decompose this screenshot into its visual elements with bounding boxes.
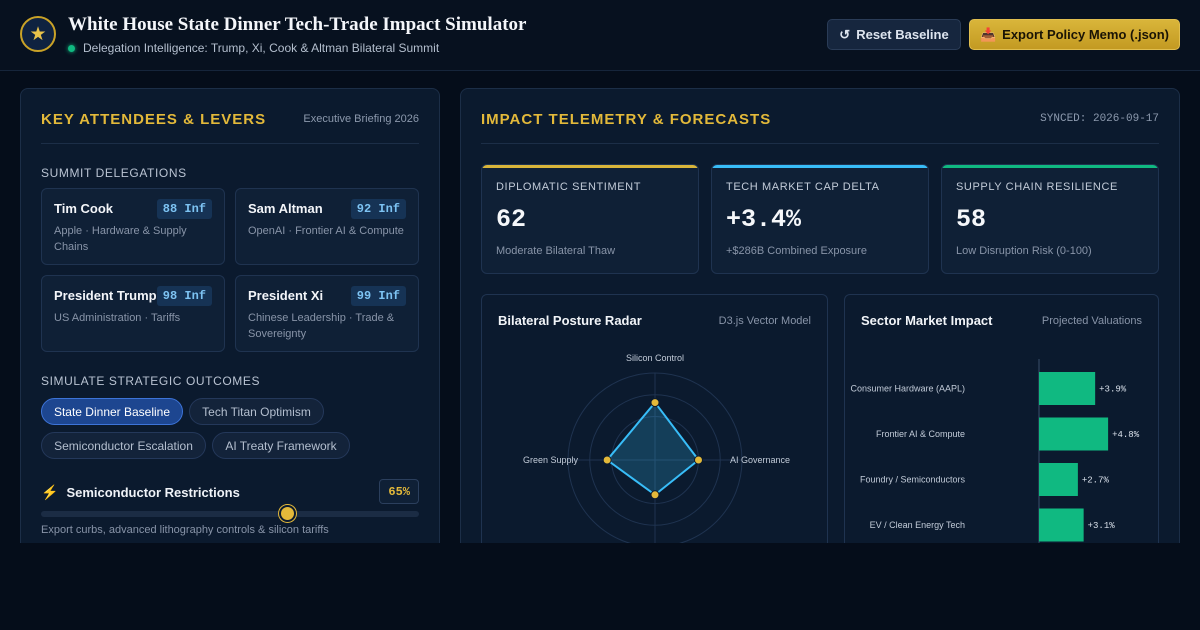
radar-data-point[interactable] [602,455,612,465]
kpi-subtext: Low Disruption Risk (0-100) [956,245,1092,257]
bar-value-label: +2.7% [1082,476,1110,486]
bar-chart-title: Sector Market Impact [861,313,993,328]
sector-bar[interactable] [1039,372,1096,405]
delegate-description: US Administration · Tariffs [54,312,181,324]
delegate-name: President Xi [248,288,324,303]
influence-badge: 88 Inf [156,199,212,219]
radar-data-point[interactable] [650,490,660,500]
live-status-dot [68,44,75,52]
reset-baseline-button[interactable]: ↺ Reset Baseline [827,19,961,50]
radar-chart-title: Bilateral Posture Radar [498,313,642,328]
sync-timestamp: SYNCED: 2026-09-17 [1040,113,1159,125]
slider-thumb[interactable] [278,505,296,522]
subtitle-row: Delegation Intelligence: Trump, Xi, Cook… [68,41,439,55]
bar-value-label: +3.1% [1088,521,1116,531]
panel-divider [481,143,1159,144]
sector-bar-chart: Consumer Hardware (AAPL) +3.9% Frontier AI… [850,359,1140,563]
delegate-name: Sam Altman [248,201,323,216]
radar-axis-label: Green Supply [523,455,579,465]
slider-value-readout: 65% [379,479,419,504]
radar-chart: Silicon Control AI Governance Green Supply [523,353,790,548]
export-memo-button[interactable]: 📥 Export Policy Memo (.json) [969,19,1180,50]
semiconductor-restrictions-slider[interactable] [41,505,419,522]
inbox-tray-icon: 📥 [979,26,997,42]
radar-data-point[interactable] [650,398,660,408]
delegate-description: Apple · Hardware & Supply Chains [54,225,187,253]
delegate-card-president-trump[interactable]: President Trump 98 Inf US Administration… [41,275,225,352]
sector-bar[interactable] [1039,508,1084,542]
reset-baseline-label: Reset Baseline [856,27,949,42]
kpi-value: 62 [496,205,527,234]
bar-chart-meta: Projected Valuations [1041,315,1142,327]
kpi-label: SUPPLY CHAIN RESILIENCE [956,181,1118,193]
bar-value-label: +4.8% [1112,430,1140,440]
sector-bar[interactable] [1039,417,1109,451]
kpi-card-supply-chain-resilience: SUPPLY CHAIN RESILIENCE 58 Low Disruptio… [941,164,1159,274]
kpi-card-tech-market-cap: TECH MARKET CAP DELTA +3.4% +$286B Combi… [711,164,929,274]
radar-axis-label: AI Governance [730,455,790,465]
kpi-value: 58 [956,205,987,234]
influence-badge: 92 Inf [350,199,406,219]
attendees-panel-title: KEY ATTENDEES & LEVERS [41,111,267,128]
kpi-subtext: +$286B Combined Exposure [726,245,867,257]
telemetry-panel-title: IMPACT TELEMETRY & FORECASTS [481,111,772,128]
radar-chart-meta: D3.js Vector Model [718,315,811,327]
delegate-description: Chinese Leadership · Trade & Sovereignty [248,312,395,340]
reset-icon: ↺ [839,26,851,42]
kpi-label: TECH MARKET CAP DELTA [726,181,880,193]
telemetry-panel: IMPACT TELEMETRY & FORECASTS SYNCED: 202… [460,88,1180,564]
lightning-bolt-icon: ⚡ [41,484,59,500]
bar-category-label: Foundry / Semiconductors [860,475,966,485]
radar-axis-label: Silicon Control [626,353,684,363]
slider-heading: ⚡ Semiconductor Restrictions [41,484,240,501]
radar-series-area [605,400,700,497]
radar-data-point[interactable] [694,455,703,465]
slider-description: Export curbs, advanced lithography contr… [41,524,329,536]
kpi-accent-bar [482,165,698,168]
bar-category-label: EV / Clean Energy Tech [870,520,965,530]
delegate-name: President Trump [54,288,157,303]
radar-chart-card: Silicon Control AI Governance Green Supply… [481,294,828,564]
sector-bar[interactable] [1039,463,1078,496]
scenario-semiconductor-escalation[interactable]: Semiconductor Escalation [41,432,206,459]
bar-category-label: Frontier AI & Compute [876,429,965,439]
page-title: White House State Dinner Tech-Trade Impa… [68,14,527,35]
sector-bar-chart-card: Consumer Hardware (AAPL) +3.9% Frontier AI… [844,294,1159,564]
kpi-label: DIPLOMATIC SENTIMENT [496,181,642,193]
kpi-subtext: Moderate Bilateral Thaw [496,245,616,257]
briefing-label: Executive Briefing 2026 [303,113,419,125]
panel-divider [41,143,419,144]
delegate-card-tim-cook[interactable]: Tim Cook 88 Inf Apple · Hardware & Suppl… [41,188,225,265]
influence-badge: 98 Inf [156,286,212,306]
outcomes-heading: SIMULATE STRATEGIC OUTCOMES [41,374,261,388]
kpi-accent-bar [712,165,928,168]
delegate-card-president-xi[interactable]: President Xi 99 Inf Chinese Leadership ·… [235,275,419,352]
scenario-tech-titan-optimism[interactable]: Tech Titan Optimism [189,398,324,425]
page-subtitle: Delegation Intelligence: Trump, Xi, Cook… [83,41,440,55]
delegate-name: Tim Cook [54,201,113,216]
kpi-accent-bar [942,165,1158,168]
scenario-state-dinner-baseline[interactable]: State Dinner Baseline [41,398,183,425]
delegate-card-sam-altman[interactable]: Sam Altman 92 Inf OpenAI · Frontier AI &… [235,188,419,265]
bar-value-label: +3.9% [1099,385,1127,395]
star-icon: ★ [20,16,56,52]
app-header: ★ White House State Dinner Tech-Trade Im… [0,0,1200,71]
scenario-ai-treaty-framework[interactable]: AI Treaty Framework [212,432,350,459]
bar-category-label: Consumer Hardware (AAPL) [850,384,965,394]
page-backdrop [0,543,1200,630]
delegations-heading: SUMMIT DELEGATIONS [41,166,187,180]
slider-label: Semiconductor Restrictions [66,485,240,500]
delegate-description: OpenAI · Frontier AI & Compute [248,225,404,237]
kpi-value: +3.4% [726,205,802,234]
export-memo-label: Export Policy Memo (.json) [1002,27,1170,42]
attendees-panel: KEY ATTENDEES & LEVERS Executive Briefin… [20,88,440,558]
kpi-card-diplomatic-sentiment: DIPLOMATIC SENTIMENT 62 Moderate Bilater… [481,164,699,274]
influence-badge: 99 Inf [350,286,406,306]
